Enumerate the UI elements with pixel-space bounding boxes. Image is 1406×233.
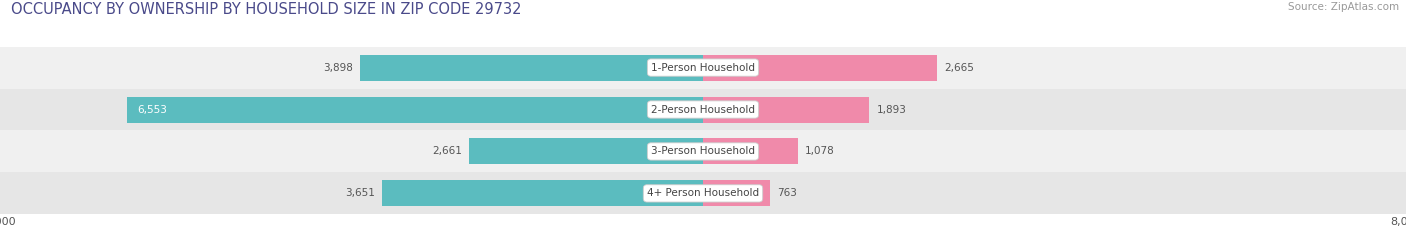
Text: 2,665: 2,665	[945, 63, 974, 72]
Bar	[0, 172, 1406, 214]
Bar	[382, 180, 703, 206]
Text: 2-Person Household: 2-Person Household	[651, 105, 755, 114]
Bar	[703, 180, 770, 206]
Text: 1-Person Household: 1-Person Household	[651, 63, 755, 72]
Text: 763: 763	[778, 188, 797, 198]
Bar	[703, 96, 869, 123]
Text: 1,893: 1,893	[876, 105, 907, 114]
Bar	[0, 47, 1406, 89]
Bar	[470, 138, 703, 164]
Text: 3-Person Household: 3-Person Household	[651, 147, 755, 156]
Text: 1,078: 1,078	[804, 147, 835, 156]
Text: OCCUPANCY BY OWNERSHIP BY HOUSEHOLD SIZE IN ZIP CODE 29732: OCCUPANCY BY OWNERSHIP BY HOUSEHOLD SIZE…	[11, 2, 522, 17]
Text: 3,651: 3,651	[346, 188, 375, 198]
Bar	[703, 138, 797, 164]
Text: 4+ Person Household: 4+ Person Household	[647, 188, 759, 198]
Bar	[0, 89, 1406, 130]
Text: 3,898: 3,898	[323, 63, 353, 72]
Bar	[127, 96, 703, 123]
Bar	[0, 130, 1406, 172]
Bar	[703, 55, 938, 81]
Text: Source: ZipAtlas.com: Source: ZipAtlas.com	[1288, 2, 1399, 12]
Bar	[360, 55, 703, 81]
Text: 2,661: 2,661	[432, 147, 463, 156]
Text: 6,553: 6,553	[138, 105, 167, 114]
